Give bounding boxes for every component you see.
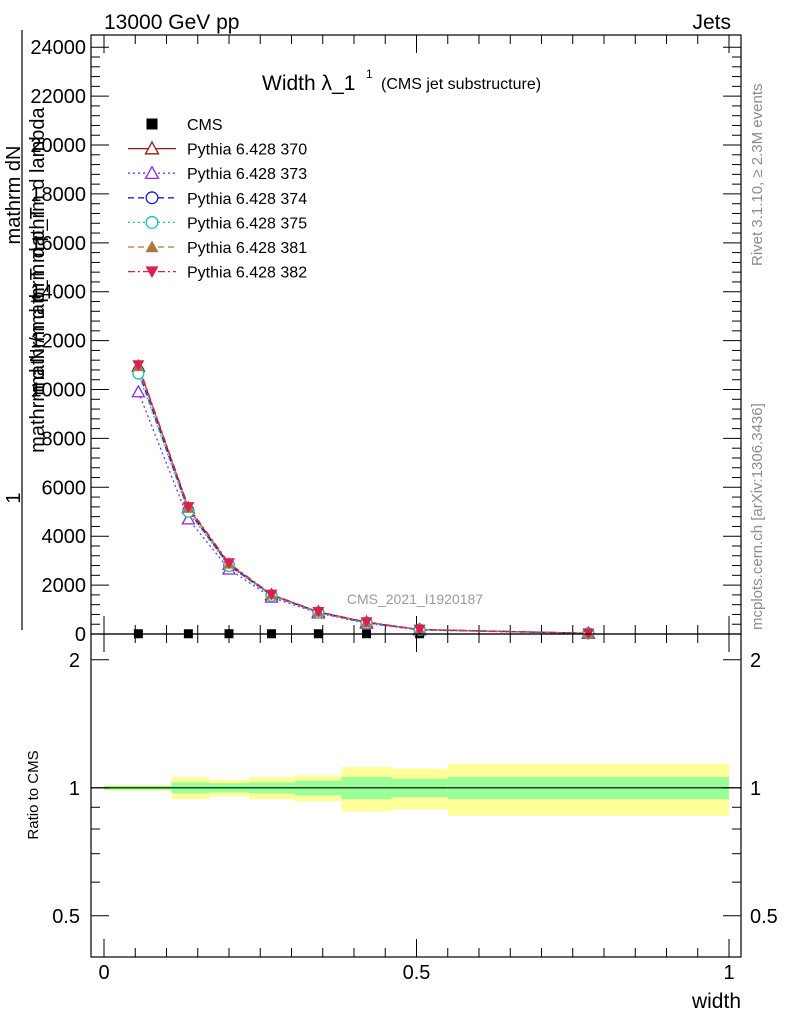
rivet-label: Rivet 3.1.10, ≥ 2.3M events — [749, 84, 766, 267]
data-point — [131, 384, 146, 398]
legend-entry: Pythia 6.428 370 — [128, 140, 307, 159]
legend-marker — [145, 215, 159, 229]
legend-marker — [145, 191, 159, 205]
main-panel: 0 2000 4000 6000 8000 10000 12000 14000 16000 180… — [30, 34, 742, 646]
data-point — [181, 511, 196, 525]
data-point — [182, 502, 195, 513]
y-tick-label: 12000 — [30, 331, 86, 353]
plot-title-sub: (CMS jet substructure) — [381, 76, 541, 93]
ratio-ylabel: Ratio to CMS — [25, 750, 42, 839]
legend-entry: Pythia 6.428 374 — [128, 191, 307, 208]
y-tick-label: 22000 — [30, 86, 86, 108]
mcplots-label: mcplots.cern.ch [arXiv:1306.3436] — [749, 403, 766, 630]
x-axis-label: width — [691, 990, 741, 1013]
plot-title-main: Width λ_1 — [262, 72, 355, 95]
y-tick-label: 2000 — [42, 575, 87, 597]
ratio-tick-label: 1 — [69, 778, 80, 800]
legend-label: Pythia 6.428 373 — [187, 166, 307, 183]
ratio-ticks: 0.5 0.5 1 1 2 2 — [52, 650, 778, 928]
header-left: 13000 GeV pp — [104, 11, 239, 34]
series-line — [137, 364, 589, 634]
y-tick-label: 16000 — [30, 233, 86, 255]
data-point — [312, 606, 325, 618]
y-axis-label: 1 mathrm d N / mathrm d p_T mathrm dN ma… — [3, 30, 49, 630]
legend-entry: Pythia 6.428 373 — [128, 165, 307, 183]
legend-label: Pythia 6.428 381 — [187, 240, 307, 257]
legend-label: CMS — [187, 117, 223, 134]
ylabel-bottom: mathrm d p_T mathrm d lambda — [27, 106, 49, 392]
header-right: Jets — [692, 11, 731, 34]
y-tick-label: 24000 — [30, 37, 86, 59]
plot-title-sup: 1 — [366, 67, 373, 81]
ratio-panel: 0.5 0.51 12 2 0 0.5 1 Ratio to CMS width — [25, 633, 778, 1013]
ratio-bands — [91, 763, 741, 816]
ratio-tick-label-right: 0.5 — [750, 906, 778, 928]
ylabel-frac-den: mathrm d N / mathrm d p_T — [27, 207, 49, 453]
y-tick-label: 10000 — [30, 380, 86, 402]
ratio-tick-label: 2 — [69, 650, 80, 672]
x-tick-label: 1 — [723, 962, 734, 984]
watermark: CMS_2021_I1920187 — [347, 591, 483, 607]
legend-label: Pythia 6.428 374 — [187, 191, 307, 208]
y-tick-label: 0 — [75, 624, 86, 646]
data-point — [223, 558, 235, 570]
x-tick-label: 0.5 — [403, 962, 431, 984]
y-tick-label: 20000 — [30, 135, 86, 157]
ratio-tick-label-right: 2 — [750, 650, 761, 672]
legend-entry: Pythia 6.428 375 — [128, 215, 307, 232]
data-point — [413, 624, 426, 636]
x-ticks-ratio: 0 0.5 1 — [98, 634, 735, 984]
data-point — [360, 617, 373, 629]
x-tick-label: 0 — [98, 962, 109, 984]
legend-label: Pythia 6.428 382 — [187, 265, 307, 282]
ylabel-top: mathrm dN — [3, 146, 25, 245]
data-point — [265, 589, 278, 601]
y-tick-label: 14000 — [30, 282, 86, 304]
legend-marker — [145, 266, 159, 279]
legend-entry: Pythia 6.428 381 — [128, 240, 307, 257]
legend-marker — [145, 240, 159, 253]
legend: CMS Pythia 6.428 370 Pythia 6.428 373 Pythi… — [128, 117, 307, 282]
ratio-tick-label: 0.5 — [52, 906, 80, 928]
series-lines — [137, 364, 589, 635]
ratio-tick-label-right: 1 — [750, 778, 761, 800]
y-tick-label: 4000 — [42, 526, 87, 548]
legend-marker — [144, 165, 160, 180]
data-point — [132, 360, 145, 372]
legend-label: Pythia 6.428 375 — [187, 215, 307, 232]
y-tick-label: 8000 — [42, 428, 87, 450]
legend-label: Pythia 6.428 370 — [187, 142, 307, 159]
legend-marker — [146, 118, 158, 130]
legend-entry: Pythia 6.428 382 — [128, 265, 307, 282]
ylabel-frac-num: 1 — [3, 492, 25, 503]
y-ticks: 0 2000 4000 6000 8000 10000 12000 14000 16000 180… — [30, 37, 741, 646]
y-tick-label: 6000 — [42, 477, 87, 499]
legend-entry: CMS — [146, 117, 223, 134]
legend-marker — [144, 140, 160, 155]
y-tick-label: 18000 — [30, 184, 86, 206]
